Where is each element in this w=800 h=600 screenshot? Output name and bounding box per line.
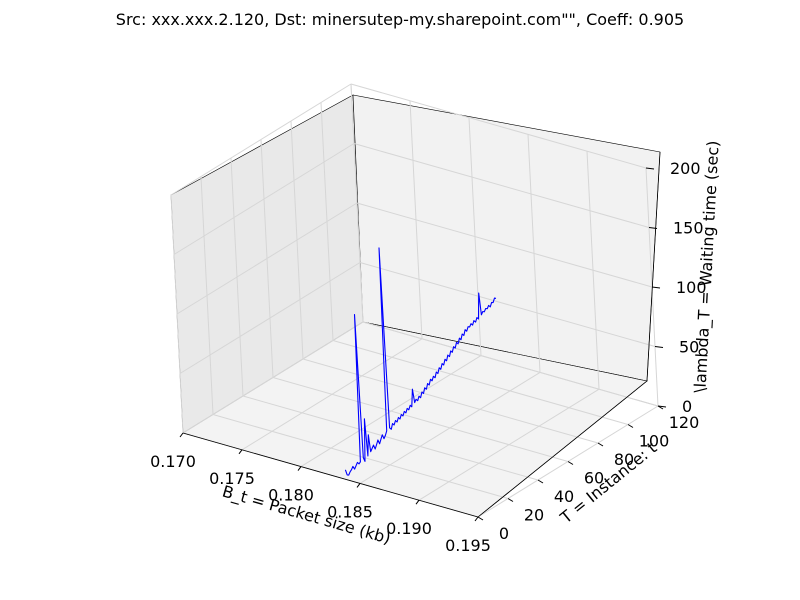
x-tick (238, 449, 243, 455)
z-tick-label: 100 (676, 278, 707, 297)
y-tick (597, 442, 604, 447)
z-gridline-back (359, 262, 656, 347)
x-axis-line (182, 432, 479, 518)
y-tick-label: 40 (554, 487, 574, 506)
y-tick-label: 120 (669, 413, 700, 432)
x-tick-label: 0.185 (327, 502, 373, 521)
x-tick-label: 0.195 (445, 536, 491, 555)
y-gridline-floor (242, 395, 539, 481)
x-tick-label: 0.170 (150, 452, 196, 471)
z-gridline-back (353, 143, 650, 228)
z-gridline-back (362, 321, 659, 407)
y-tick (567, 461, 574, 465)
y-tick-label: 100 (639, 432, 670, 451)
y-tick (537, 479, 544, 484)
y-gridline-floor (302, 358, 599, 444)
y-gridline-floor (272, 377, 569, 462)
y-tick (477, 516, 484, 521)
z-tick-label: 0 (682, 397, 692, 416)
y-tick-label: 60 (584, 469, 604, 488)
z-tick-label: 150 (673, 219, 704, 238)
x-tick (474, 516, 479, 522)
y-tick-label: 0 (499, 524, 509, 543)
z-tick (657, 405, 667, 408)
z-tick (651, 286, 661, 289)
x-tick-label: 0.180 (268, 486, 314, 505)
z-gridline-back (356, 202, 653, 288)
tick-labels: 0.170 0.175 0.180 0.185 0.190 0.195 0 20 40 60 80 1… (150, 159, 706, 555)
z-gridline-left (182, 321, 364, 434)
z-gridline-back (350, 83, 647, 169)
y-tick-label: 80 (614, 450, 634, 469)
z-axis-label: \lambda_T = Waiting time (sec) (690, 140, 723, 393)
axis-ticks (179, 167, 667, 522)
z-tick (654, 346, 664, 348)
x-tick-label: 0.175 (209, 469, 255, 488)
y-tick (507, 498, 514, 502)
z-tick (648, 227, 658, 229)
grid-lines (170, 83, 659, 518)
z-axis-line (646, 151, 661, 382)
series-line (344, 247, 497, 476)
x-tick (356, 483, 361, 488)
z-gridline-left (173, 143, 355, 255)
y-tick-label: 20 (524, 506, 544, 525)
y-tick (627, 424, 634, 428)
chart-title: Src: xxx.xxx.2.120, Dst: minersutep-my.s… (116, 10, 684, 29)
z-gridline-left (179, 262, 361, 374)
z-tick (645, 167, 655, 170)
y-axis-label: T = Instance: t (556, 438, 661, 528)
z-tick-label: 50 (679, 338, 699, 357)
y-axis-line (477, 380, 648, 518)
x-tick-label: 0.190 (386, 519, 432, 538)
z-tick-label: 200 (670, 159, 701, 178)
y-gridline-floor (332, 340, 629, 425)
z-gridline-left (176, 202, 358, 315)
x-tick (415, 499, 420, 505)
z-gridline-left (170, 83, 352, 196)
x-tick (179, 432, 184, 438)
x-tick (297, 466, 302, 471)
